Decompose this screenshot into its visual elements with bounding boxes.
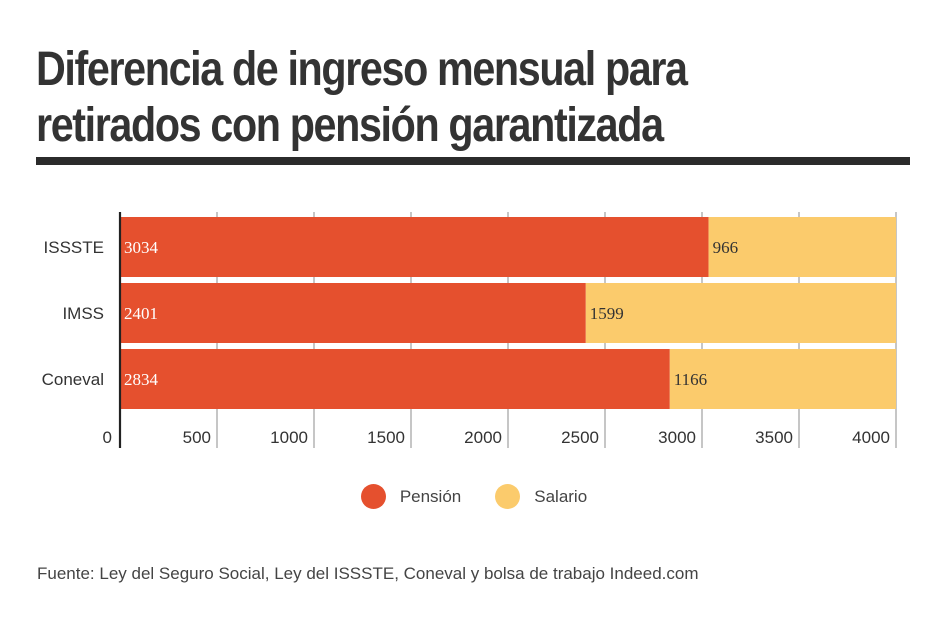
legend-label-pension: Pensión	[399, 486, 462, 506]
category-label-imss: IMSS	[62, 304, 104, 323]
data-label-pensin-coneval: 2834	[124, 370, 159, 389]
legend-swatch-salario	[495, 484, 521, 509]
bar-pensin-coneval	[120, 349, 670, 409]
x-tick-label-1000: 1000	[270, 428, 308, 447]
legend-item-pension: Pensión	[360, 484, 462, 509]
x-tick-label-1500: 1500	[367, 428, 405, 447]
bar-pensin-issste	[120, 217, 709, 277]
x-tick-label-3500: 3500	[755, 428, 793, 447]
chart-legend: Pensión Salario	[0, 484, 948, 509]
legend-swatch-pension	[360, 484, 386, 509]
title-divider	[36, 157, 910, 165]
stacked-bar-chart: 3034 966 ISSSTE 2401 1599 IMSS 2834 1166 Coneval…	[42, 212, 897, 448]
x-tick-label-0: 0	[103, 428, 112, 447]
x-tick-label-4000: 4000	[852, 428, 890, 447]
x-tick-label-500: 500	[183, 428, 211, 447]
x-tick-label-3000: 3000	[658, 428, 696, 447]
chart-title: Diferencia de ingreso mensual para retir…	[36, 43, 688, 152]
category-label-coneval: Coneval	[42, 370, 104, 389]
bar-salario-issste	[708, 217, 896, 277]
source-note: Fuente: Ley del Seguro Social, Ley del I…	[37, 564, 699, 583]
data-label-salario-imss: 1599	[590, 304, 624, 323]
data-label-salario-coneval: 1166	[674, 370, 707, 389]
x-tick-label-2000: 2000	[464, 428, 502, 447]
x-tick-label-2500: 2500	[561, 428, 599, 447]
data-label-salario-issste: 966	[713, 238, 739, 257]
data-label-pensin-issste: 3034	[124, 238, 159, 257]
category-label-issste: ISSSTE	[44, 238, 104, 257]
bar-salario-coneval	[669, 349, 896, 409]
legend-label-salario: Salario	[534, 486, 588, 506]
legend-item-salario: Salario	[495, 484, 587, 509]
bar-pensin-imss	[120, 283, 586, 343]
bar-salario-imss	[585, 283, 896, 343]
data-label-pensin-imss: 2401	[124, 304, 158, 323]
